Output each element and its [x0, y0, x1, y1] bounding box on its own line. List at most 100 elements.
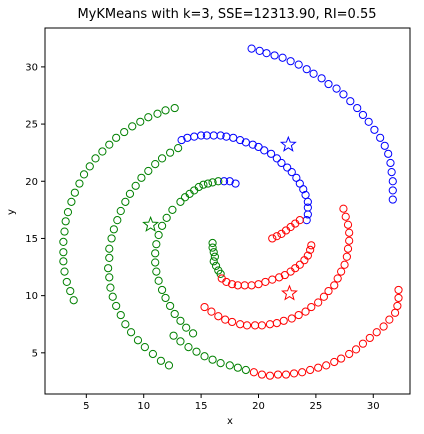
data-point-cluster-1: [302, 65, 311, 74]
data-point-cluster-3: [287, 314, 296, 323]
data-point-cluster-3: [394, 293, 403, 303]
data-point-cluster-2: [60, 267, 69, 276]
data-point-cluster-2: [169, 331, 178, 340]
data-point-cluster-1: [388, 186, 397, 195]
data-point-cluster-2: [108, 292, 117, 301]
data-point-cluster-2: [210, 252, 219, 261]
data-point-cluster-2: [200, 352, 209, 361]
data-point-cluster-3: [307, 302, 316, 312]
x-tick-label: 5: [83, 401, 89, 412]
data-point-cluster-1: [236, 135, 245, 145]
data-point-cluster-2: [91, 154, 100, 163]
y-tick-label: 5: [32, 348, 38, 359]
data-point-cluster-3: [324, 286, 333, 296]
data-point-cluster-2: [133, 336, 143, 345]
data-point-cluster-2: [152, 240, 161, 249]
data-point-cluster-2: [157, 285, 167, 295]
data-point-cluster-2: [79, 170, 89, 179]
y-axis-ticks: 5 10 15 20 25 30: [25, 62, 45, 359]
data-point-cluster-2: [121, 197, 130, 206]
data-point-cluster-3: [200, 302, 209, 312]
data-point-cluster-2: [137, 173, 146, 182]
data-point-cluster-2: [156, 356, 166, 365]
data-point-cluster-1: [286, 57, 295, 66]
data-point-cluster-1: [177, 135, 186, 145]
data-point-cluster-1: [270, 51, 279, 60]
data-point-cluster-2: [112, 301, 121, 311]
data-point-cluster-2: [59, 257, 68, 266]
data-point-cluster-2: [154, 230, 163, 240]
data-point-cluster-3: [268, 275, 277, 284]
data-point-cluster-3: [272, 318, 281, 328]
plot-area: [59, 44, 403, 380]
data-point-cluster-1: [364, 117, 373, 126]
data-point-cluster-3: [298, 368, 307, 377]
data-point-cluster-1: [384, 149, 393, 158]
data-point-cluster-2: [194, 182, 203, 192]
data-point-cluster-2: [61, 217, 70, 226]
data-point-cluster-1: [370, 125, 379, 134]
data-point-cluster-2: [214, 177, 223, 186]
data-point-cluster-1: [229, 133, 238, 142]
data-point-cluster-3: [265, 320, 275, 329]
data-point-cluster-3: [340, 260, 349, 269]
plot-frame: [44, 27, 411, 395]
data-point-cluster-2: [233, 363, 242, 372]
data-point-cluster-3: [343, 244, 353, 253]
data-point-cluster-1: [248, 140, 257, 149]
data-point-cluster-2: [151, 249, 160, 258]
x-axis-ticks: 5 10 15 20 25 30: [83, 394, 380, 412]
data-point-cluster-3: [390, 308, 400, 317]
x-tick-label: 20: [252, 401, 265, 412]
data-point-cluster-2: [121, 320, 130, 329]
data-point-cluster-1: [294, 60, 303, 69]
data-point-cluster-1: [247, 44, 256, 53]
data-point-cluster-3: [240, 281, 249, 290]
data-point-cluster-1: [287, 168, 296, 177]
data-point-cluster-3: [379, 322, 388, 331]
data-point-cluster-2: [59, 237, 68, 246]
data-point-cluster-2: [85, 162, 94, 171]
centroid-star-3: [281, 284, 298, 301]
data-point-cluster-2: [136, 117, 145, 126]
x-tick-label: 30: [367, 401, 380, 412]
data-point-cluster-2: [151, 258, 160, 267]
data-point-cluster-2: [192, 347, 201, 356]
data-point-cluster-2: [144, 166, 153, 176]
data-point-cluster-3: [314, 363, 323, 372]
data-point-cluster-3: [358, 339, 368, 348]
data-point-cluster-2: [148, 349, 157, 359]
data-point-cluster-2: [105, 244, 114, 253]
data-point-cluster-1: [339, 90, 348, 99]
data-point-cluster-2: [170, 103, 179, 113]
centroid-star-2: [142, 215, 160, 232]
data-point-cluster-2: [140, 343, 149, 352]
data-point-cluster-1: [380, 141, 389, 150]
data-point-cluster-1: [231, 179, 240, 188]
data-point-cluster-3: [345, 236, 354, 245]
data-point-cluster-2: [176, 337, 185, 346]
data-point-cluster-3: [339, 204, 348, 213]
data-point-cluster-1: [386, 158, 395, 168]
data-point-cluster-2: [182, 323, 191, 332]
data-point-cluster-1: [332, 84, 341, 93]
data-point-cluster-2: [154, 276, 163, 285]
data-point-cluster-2: [241, 365, 250, 375]
data-point-cluster-2: [59, 248, 68, 257]
data-point-cluster-1: [277, 158, 286, 168]
data-point-cluster-2: [184, 343, 193, 352]
data-point-cluster-3: [303, 251, 312, 260]
data-point-cluster-3: [247, 281, 256, 290]
data-point-cluster-3: [236, 320, 245, 329]
data-point-cluster-2: [67, 197, 76, 206]
data-point-cluster-2: [209, 248, 218, 257]
data-point-cluster-2: [208, 238, 217, 248]
data-point-cluster-2: [106, 283, 115, 292]
data-point-cluster-3: [341, 212, 350, 221]
data-point-cluster-2: [161, 106, 170, 115]
data-point-cluster-3: [306, 245, 315, 254]
data-point-cluster-3: [242, 321, 252, 330]
data-point-cluster-2: [203, 179, 213, 188]
data-point-cluster-2: [66, 286, 75, 296]
